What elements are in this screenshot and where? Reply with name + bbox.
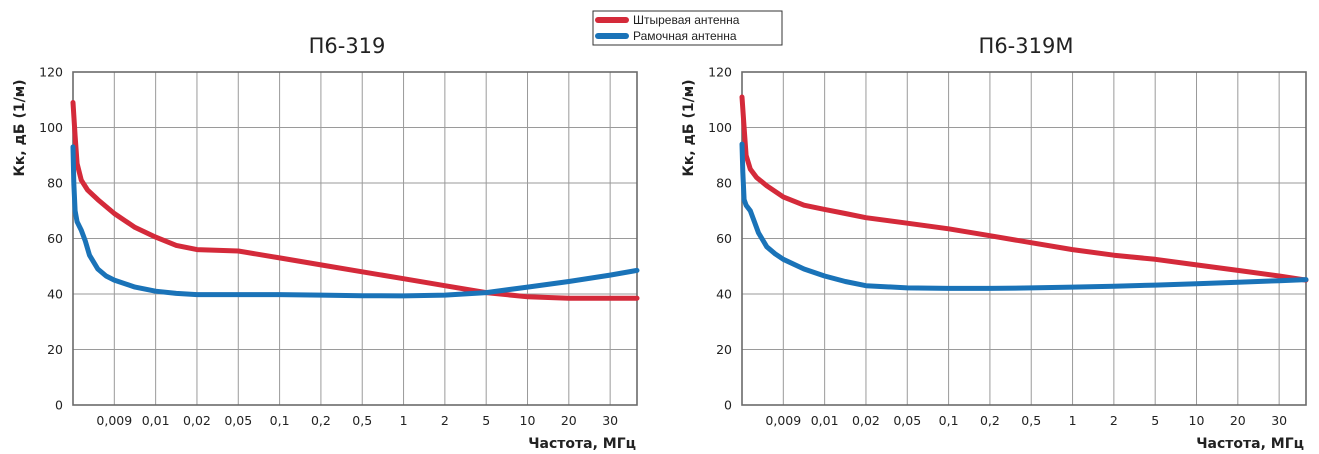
- x-tick-label: 2: [1110, 413, 1118, 428]
- x-tick-label: 5: [1151, 413, 1159, 428]
- plot-frame: [72, 71, 638, 406]
- legend-box: [592, 10, 783, 46]
- x-tick-label: 2: [441, 413, 449, 428]
- x-tick-label: 0,5: [1021, 413, 1041, 428]
- legend-label-loop: Рамочная антенна: [633, 29, 737, 43]
- x-tick-label: 0,1: [939, 413, 959, 428]
- y-tick-label: 0: [55, 398, 63, 413]
- y-tick-label: 20: [47, 342, 63, 357]
- x-tick-label: 5: [482, 413, 490, 428]
- y-tick-label: 0: [724, 398, 732, 413]
- series-line-loop-antenna: [70, 144, 640, 299]
- x-tick-label: 1: [1069, 413, 1077, 428]
- x-tick-label: 20: [1230, 413, 1246, 428]
- x-tick-label: 0,5: [352, 413, 372, 428]
- x-tick-label: 0,2: [311, 413, 331, 428]
- series-line-whip-antenna: [739, 94, 1309, 283]
- y-tick-label: 100: [708, 120, 732, 135]
- y-tick-label: 20: [716, 342, 732, 357]
- y-tick-label: 120: [39, 65, 63, 80]
- x-tick-label: 0,009: [96, 413, 132, 428]
- x-tick-label: 30: [1271, 413, 1287, 428]
- y-tick-label: 120: [708, 65, 732, 80]
- y-tick-label: 40: [47, 287, 63, 302]
- y-tick-label: 40: [716, 287, 732, 302]
- x-tick-label: 0,05: [893, 413, 921, 428]
- x-tick-label: 0,1: [270, 413, 290, 428]
- y-axis-label: Кк, дБ (1/м): [12, 79, 28, 176]
- x-tick-label: 1: [400, 413, 408, 428]
- chart-right: П6-319М Кк, дБ (1/м) Частота, МГц 0 20 40 6…: [681, 34, 1309, 452]
- plot-frame: [741, 71, 1307, 406]
- y-axis-label: Кк, дБ (1/м): [681, 79, 697, 176]
- chart-title: П6-319: [309, 34, 386, 58]
- x-tick-label: 0,02: [183, 413, 211, 428]
- chart-title: П6-319М: [979, 34, 1074, 58]
- x-tick-label: 20: [561, 413, 577, 428]
- y-tick-label: 80: [47, 176, 63, 191]
- x-axis-label: Частота, МГц: [1196, 436, 1304, 452]
- series-line-loop-antenna: [739, 141, 1309, 291]
- x-axis-label: Частота, МГц: [528, 436, 636, 452]
- y-tick-label: 60: [716, 231, 732, 246]
- x-tick-label: 10: [520, 413, 536, 428]
- x-tick-label: 0,2: [980, 413, 1000, 428]
- y-tick-label: 100: [39, 120, 63, 135]
- x-tick-label: 0,05: [224, 413, 252, 428]
- x-tick-label: 0,02: [852, 413, 880, 428]
- x-tick-label: 30: [602, 413, 618, 428]
- y-tick-label: 80: [716, 176, 732, 191]
- series-line-whip-antenna: [70, 100, 640, 301]
- chart-left: П6-319 Кк, дБ (1/м) Частота, МГц 0 20 40 60…: [12, 34, 640, 452]
- x-tick-label: 0,01: [142, 413, 170, 428]
- legend: Штыревая антенна Рамочная антенна: [592, 10, 783, 46]
- y-tick-label: 60: [47, 231, 63, 246]
- legend-label-whip: Штыревая антенна: [633, 13, 740, 27]
- x-tick-label: 10: [1189, 413, 1205, 428]
- x-tick-label: 0,01: [811, 413, 839, 428]
- x-tick-label: 0,009: [765, 413, 801, 428]
